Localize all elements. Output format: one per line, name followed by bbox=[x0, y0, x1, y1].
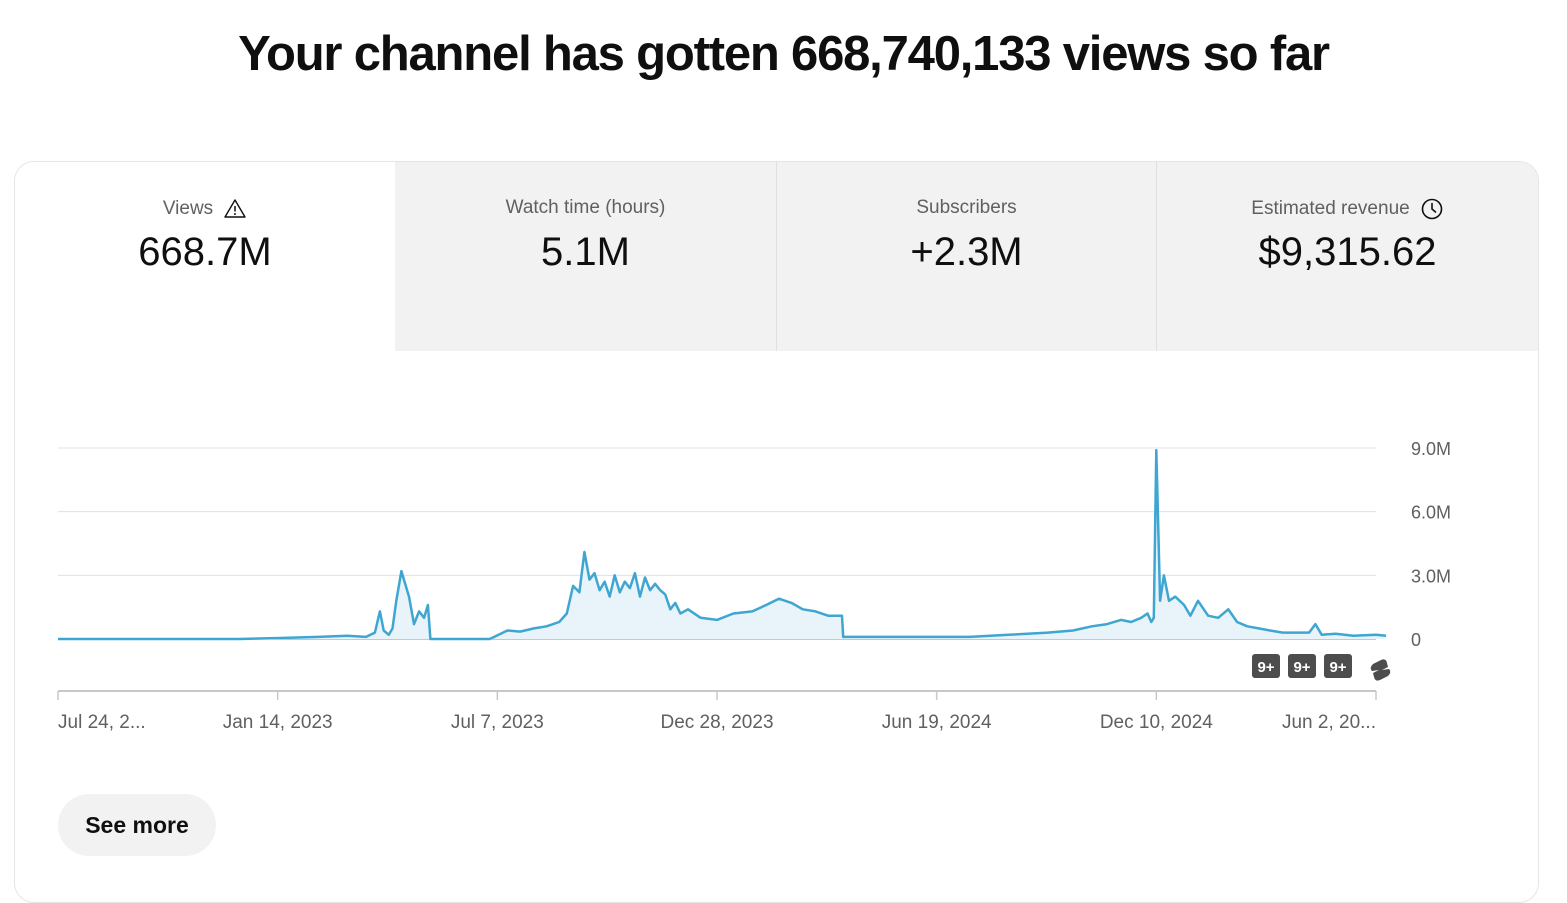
tab-watch-time[interactable]: Watch time (hours) 5.1M bbox=[395, 162, 776, 351]
clock-icon[interactable] bbox=[1420, 197, 1444, 221]
page-headline: Your channel has gotten 668,740,133 view… bbox=[238, 27, 1330, 81]
tab-watch-time-label: Watch time (hours) bbox=[505, 197, 666, 218]
x-tick-label: Dec 10, 2024 bbox=[1100, 712, 1213, 733]
tab-subscribers-label: Subscribers bbox=[916, 197, 1017, 218]
views-series-line bbox=[58, 448, 1387, 641]
x-tick-label: Jun 19, 2024 bbox=[882, 712, 992, 733]
x-tick-label: Jul 7, 2023 bbox=[451, 712, 544, 733]
warning-icon[interactable] bbox=[223, 197, 247, 221]
marker-badge[interactable]: 9+ bbox=[1288, 654, 1316, 678]
tab-subscribers[interactable]: Subscribers +2.3M bbox=[776, 162, 1156, 351]
x-tick-label: Jan 14, 2023 bbox=[223, 712, 333, 733]
shorts-icon[interactable] bbox=[1370, 659, 1391, 681]
tab-subscribers-value: +2.3M bbox=[910, 230, 1023, 274]
x-tick-label: Jul 24, 2... bbox=[58, 712, 146, 733]
y-tick-label: 0 bbox=[1411, 630, 1421, 650]
tab-views-value: 668.7M bbox=[138, 230, 272, 274]
y-tick-label: 9.0M bbox=[1411, 439, 1451, 459]
tab-watch-time-value: 5.1M bbox=[541, 230, 630, 274]
marker-badge[interactable]: 9+ bbox=[1252, 654, 1280, 678]
x-tick-label: Jun 2, 20... bbox=[1282, 712, 1376, 733]
views-chart: 9.0M 6.0M 3.0M 0 Jul 24, 2... Jan 14, 2023 Jul… bbox=[57, 439, 1451, 733]
marker-badge-label: 9+ bbox=[1329, 659, 1346, 676]
y-tick-label: 3.0M bbox=[1411, 566, 1451, 586]
analytics-card: Views 668.7M Watch time (hours) 5.1M Sub… bbox=[14, 161, 1539, 903]
marker-badge-label: 9+ bbox=[1257, 659, 1274, 676]
marker-badge[interactable]: 9+ bbox=[1324, 654, 1352, 678]
tab-views[interactable]: Views 668.7M bbox=[15, 162, 395, 351]
tab-revenue-label: Estimated revenue bbox=[1251, 198, 1410, 219]
marker-badge-label: 9+ bbox=[1293, 659, 1310, 676]
tab-revenue-value: $9,315.62 bbox=[1258, 230, 1437, 274]
y-tick-label: 6.0M bbox=[1411, 503, 1451, 523]
tab-estimated-revenue[interactable]: Estimated revenue $9,315.62 bbox=[1156, 162, 1538, 351]
tab-views-label: Views bbox=[162, 198, 214, 219]
x-tick-label: Dec 28, 2023 bbox=[660, 712, 773, 733]
metric-tabs: Views 668.7M Watch time (hours) 5.1M Sub… bbox=[15, 162, 1538, 351]
see-more-button[interactable]: See more bbox=[58, 794, 216, 856]
